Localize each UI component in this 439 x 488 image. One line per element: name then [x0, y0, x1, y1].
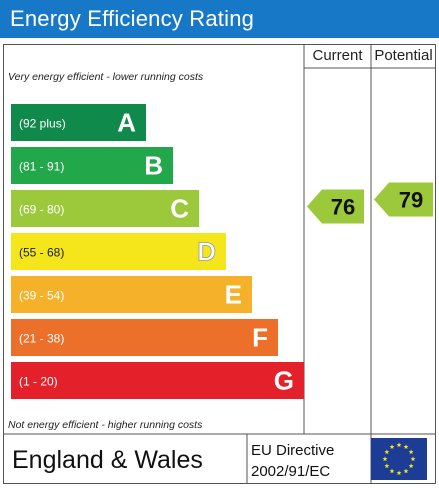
eu-star-icon: [389, 468, 395, 474]
band-letter-d: D: [197, 237, 216, 267]
band-letter-f: F: [252, 323, 268, 353]
eu-star-icon: [396, 442, 402, 448]
potential-rating-value: 79: [399, 188, 423, 213]
current-rating-arrow: 76: [307, 189, 364, 224]
eu-star-icon: [403, 468, 409, 474]
band-letter-a: A: [117, 108, 136, 138]
current-rating-value: 76: [331, 195, 355, 220]
band-range-d: (55 - 68): [19, 246, 64, 260]
page-title: Energy Efficiency Rating: [10, 6, 255, 31]
column-header-current: Current: [312, 47, 363, 64]
band-bar-g: [11, 362, 304, 399]
band-bar-e: [11, 276, 252, 313]
band-bar-f: [11, 319, 278, 356]
band-range-a: (92 plus): [19, 117, 66, 131]
band-letter-g: G: [274, 366, 294, 396]
eu-star-icon: [384, 449, 390, 455]
potential-rating-arrow: 79: [374, 182, 433, 217]
band-f: (21 - 38) F: [11, 319, 278, 356]
band-range-b: (81 - 91): [19, 160, 64, 174]
band-letter-b: B: [144, 151, 163, 181]
band-e: (39 - 54) E: [11, 276, 252, 313]
band-letter-e: E: [225, 280, 242, 310]
band-bar-a: [11, 104, 146, 141]
eu-flag-icon: [371, 438, 427, 480]
eu-star-icon: [389, 444, 395, 449]
directive-line-1: EU Directive: [251, 442, 335, 459]
band-range-g: (1 - 20): [19, 375, 58, 389]
band-letter-c: C: [170, 194, 189, 224]
band-range-f: (21 - 38): [19, 332, 64, 346]
current-rating-arrow-shape: [307, 189, 364, 224]
rating-frame: [3, 44, 436, 484]
title-bar: Energy Efficiency Rating: [0, 0, 439, 38]
footer-country: England & Wales: [12, 446, 203, 474]
footer-directive: EU Directive 2002/91/EC: [251, 440, 334, 482]
band-bar-c: [11, 190, 199, 227]
potential-rating-arrow-shape: [374, 182, 433, 217]
band-b: (81 - 91) B: [11, 147, 173, 184]
eu-star-icon: [403, 444, 409, 449]
eu-star-icon: [396, 470, 402, 476]
note-top: Very energy efficient - lower running co…: [8, 71, 204, 83]
column-header-potential: Potential: [374, 47, 433, 64]
band-c: (69 - 80) C: [11, 190, 199, 227]
band-g: (1 - 20) G: [11, 362, 304, 399]
eu-star-icon: [384, 463, 390, 469]
band-d: (55 - 68) D: [11, 233, 226, 270]
band-range-e: (39 - 54): [19, 289, 64, 303]
band-bar-d: [11, 233, 226, 270]
eu-star-icon: [382, 456, 388, 462]
directive-line-2: 2002/91/EC: [251, 463, 331, 480]
eu-star-icon: [408, 449, 414, 455]
band-a: (92 plus) A: [11, 104, 146, 141]
band-range-c: (69 - 80): [19, 203, 64, 217]
note-bottom: Not energy efficient - higher running co…: [8, 419, 203, 431]
band-bar-b: [11, 147, 173, 184]
eu-star-icon: [408, 463, 414, 469]
eu-star-icon: [410, 456, 416, 462]
